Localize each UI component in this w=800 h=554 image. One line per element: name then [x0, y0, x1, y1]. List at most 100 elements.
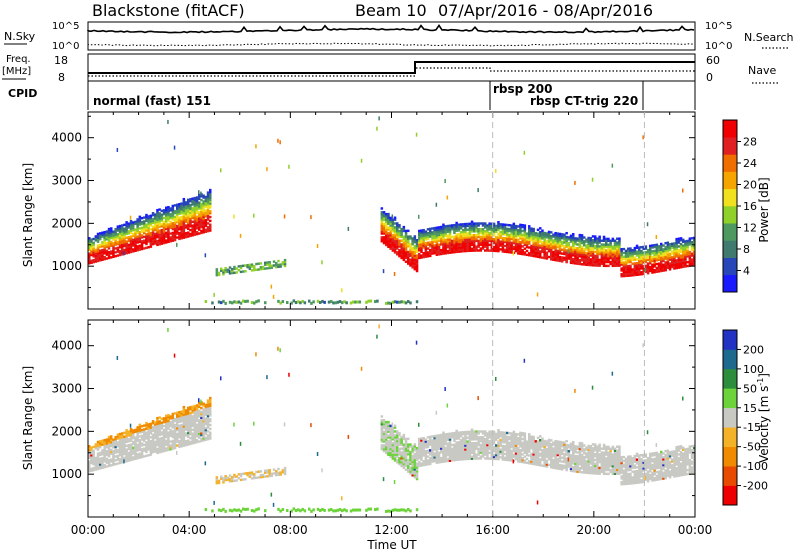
- power-cell: [127, 247, 131, 250]
- power-cell: [591, 260, 595, 263]
- power-cell: [442, 237, 445, 240]
- power-cell: [242, 264, 245, 268]
- power-cell: [519, 235, 522, 238]
- velocity-cell: [107, 460, 111, 464]
- power-cell: [525, 232, 529, 235]
- power-cell: [129, 221, 133, 225]
- power-cell: [481, 243, 485, 246]
- power-cell: [506, 229, 509, 232]
- velocity-cell: [118, 436, 122, 440]
- power-cell: [671, 263, 674, 267]
- power-cell: [629, 256, 632, 260]
- power-cell: [668, 244, 672, 248]
- velocity-cell: [182, 444, 186, 447]
- power-cell: [594, 262, 597, 265]
- power-cell: [136, 239, 139, 242]
- power-cell: [543, 231, 546, 235]
- velocity-cell: [149, 424, 153, 427]
- power-cell: [620, 267, 623, 270]
- velocity-cell: [387, 453, 390, 457]
- power-cell: [114, 231, 117, 235]
- power-cell: [682, 238, 685, 242]
- power-cell: [145, 235, 148, 238]
- velocity-cell: [413, 443, 417, 446]
- velocity-cell: [435, 448, 439, 451]
- power-cell: [481, 235, 485, 239]
- velocity-cell: [187, 427, 190, 431]
- power-cell: [543, 235, 546, 239]
- velocity-cell: [413, 468, 417, 471]
- power-cell: [499, 244, 502, 247]
- power-cell: [646, 248, 650, 252]
- power-cell: [495, 240, 498, 243]
- power-cell: [402, 229, 406, 233]
- power-cell: [576, 260, 579, 264]
- velocity-cell: [246, 507, 249, 511]
- velocity-cell: [129, 452, 133, 456]
- power-cell: [475, 235, 478, 239]
- power-cell: [176, 236, 179, 239]
- power-cell: [609, 245, 612, 248]
- power-cell: [541, 246, 544, 250]
- power-cell: [332, 301, 335, 305]
- power-cell: [539, 238, 542, 242]
- power-cell: [653, 263, 656, 266]
- power-cell: [611, 237, 615, 241]
- power-cell: [182, 228, 186, 232]
- power-cell: [633, 258, 637, 261]
- power-cell: [552, 235, 555, 238]
- power-cell: [149, 239, 153, 243]
- power-cell: [550, 256, 553, 259]
- power-cell: [437, 253, 441, 256]
- power-cell: [393, 226, 397, 229]
- velocity-cell: [123, 445, 126, 448]
- velocity-cell: [407, 447, 410, 450]
- velocity-cell: [125, 438, 128, 442]
- velocity-cell: [132, 442, 135, 446]
- power-cell: [653, 255, 656, 258]
- power-cell: [642, 247, 645, 251]
- velocity-cell: [444, 458, 447, 461]
- power-cell: [182, 232, 186, 236]
- power-cell: [160, 242, 164, 245]
- power-cell: [286, 301, 289, 305]
- power-cell: [624, 257, 628, 260]
- power-cell: [103, 244, 106, 247]
- power-cell: [572, 250, 575, 253]
- power-cell: [690, 248, 694, 252]
- power-cell: [162, 237, 166, 241]
- power-cell: [541, 241, 544, 244]
- colorbar-swatch: [723, 154, 737, 172]
- power-cell: [404, 233, 408, 236]
- power-cell: [510, 251, 513, 254]
- power-cell: [561, 252, 564, 255]
- power-cell: [462, 238, 465, 241]
- velocity-cell: [420, 464, 423, 467]
- velocity-cell: [501, 450, 505, 454]
- power-cell: [532, 237, 535, 240]
- power-cell: [422, 242, 425, 245]
- power-cell: [572, 234, 575, 238]
- velocity-cell: [422, 446, 425, 449]
- power-cell: [418, 233, 421, 237]
- power-cell: [618, 241, 621, 244]
- velocity-cell: [464, 436, 467, 440]
- power-cell: [576, 254, 579, 258]
- power-cell: [547, 230, 551, 234]
- velocity-cell: [182, 405, 186, 409]
- power-cell: [677, 241, 681, 244]
- velocity-cell: [96, 463, 100, 467]
- power-cell: [446, 228, 450, 232]
- power-cell: [96, 257, 100, 261]
- power-cell: [613, 247, 617, 250]
- power-cell: [657, 264, 661, 267]
- velocity-cell: [407, 458, 410, 462]
- power-cell: [129, 229, 133, 233]
- power-cell: [651, 244, 654, 247]
- power-cell: [387, 234, 390, 237]
- velocity-cell: [422, 452, 425, 455]
- power-cell: [693, 236, 696, 240]
- power-cell: [569, 238, 573, 241]
- power-cell: [391, 249, 395, 252]
- power-cell: [176, 217, 179, 220]
